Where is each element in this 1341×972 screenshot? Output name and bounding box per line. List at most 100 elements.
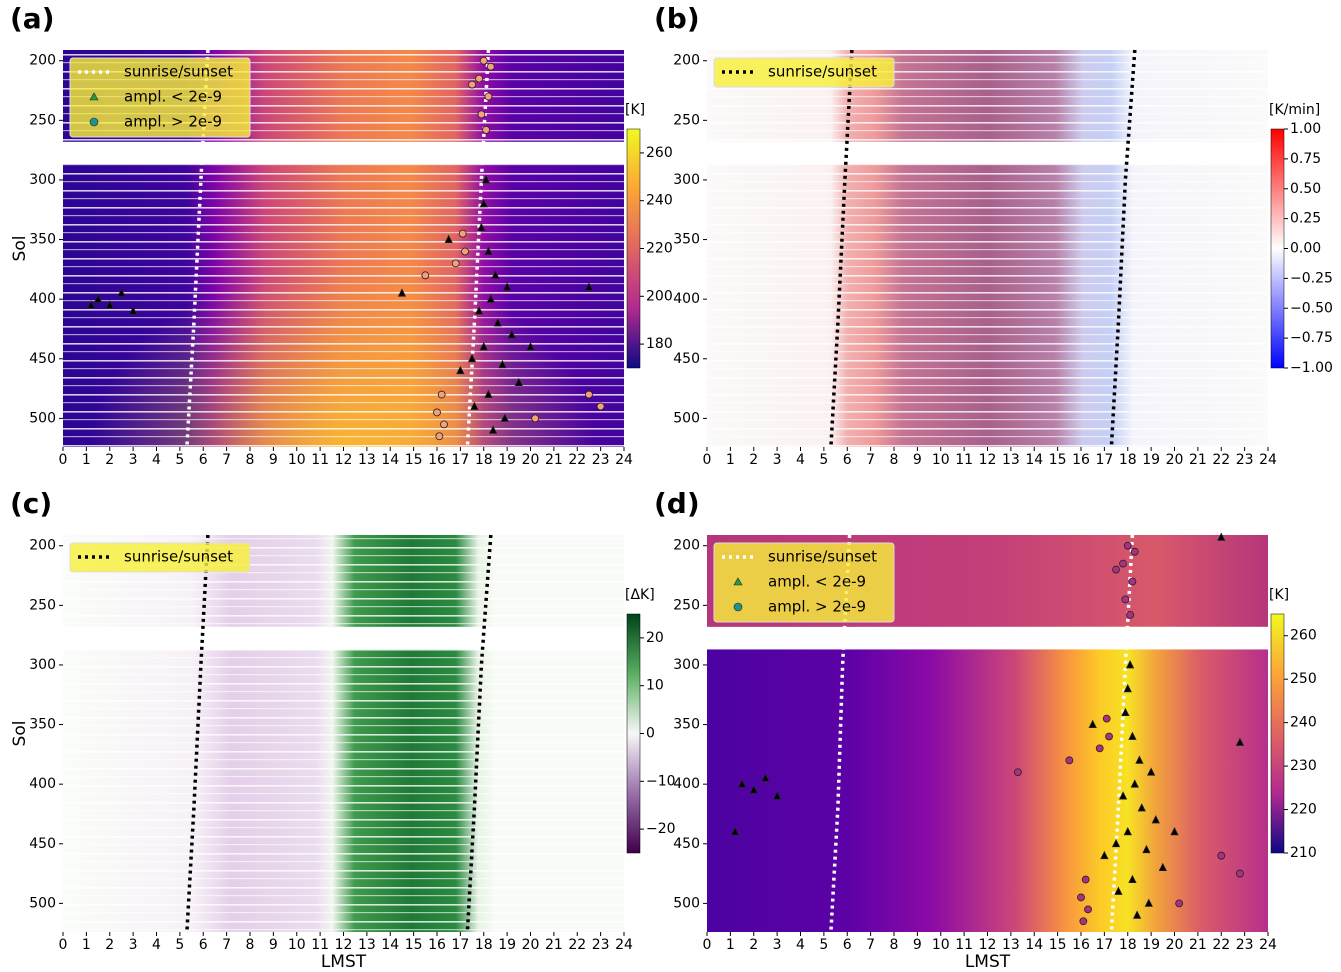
x-tick-label: 18 <box>1119 937 1137 953</box>
colorbar-tick-label: 240 <box>646 193 673 209</box>
x-tick-label: 22 <box>568 452 586 468</box>
y-tick-label: 400 <box>29 291 56 307</box>
circle-marker <box>1077 893 1085 902</box>
x-tick-label: 18 <box>475 452 493 468</box>
triangle-marker <box>772 791 782 800</box>
x-tick-label: 21 <box>545 937 563 953</box>
panel-label: (b) <box>654 2 700 35</box>
missing-sol-stripes <box>707 50 1268 447</box>
y-tick-label: 400 <box>673 291 700 307</box>
x-tick-label: 6 <box>199 937 208 953</box>
triangle-marker <box>1088 719 1097 728</box>
x-tick-label: 13 <box>1002 452 1020 468</box>
triangle-marker <box>1217 532 1226 541</box>
colorbar-tick-label: 0.50 <box>1290 181 1321 197</box>
legend-label: ampl. < 2e-9 <box>124 88 222 106</box>
x-tick-label: 4 <box>796 452 805 468</box>
x-tick-label: 1 <box>82 452 91 468</box>
triangle-marker <box>1135 755 1144 764</box>
colorbar-tick-label: 0.25 <box>1290 211 1321 227</box>
triangle-marker <box>477 222 486 232</box>
triangle-marker <box>584 282 594 291</box>
x-tick-label: 2 <box>749 452 758 468</box>
circle-marker <box>1128 577 1137 586</box>
x-tick-label: 12 <box>335 937 353 953</box>
triangle-marker <box>484 389 493 398</box>
colorbar-tick-label: 260 <box>646 145 673 161</box>
y-tick-label: 450 <box>29 351 56 367</box>
x-tick-label: 6 <box>843 937 852 953</box>
circle-marker <box>1102 714 1111 723</box>
triangle-marker <box>491 270 500 279</box>
x-tick-label: 7 <box>222 452 231 468</box>
colorbar-tick-label: −0.25 <box>1290 270 1333 286</box>
colorbar-tick-label: 220 <box>1290 802 1317 818</box>
legend-box <box>69 542 251 573</box>
triangle-marker <box>1137 803 1146 812</box>
x-tick-label: 13 <box>358 452 376 468</box>
x-tick-label: 8 <box>246 452 255 468</box>
x-tick-label: 16 <box>1072 937 1090 953</box>
x-tick-label: 5 <box>175 937 184 953</box>
colorbar-tick-label: 250 <box>1290 671 1317 687</box>
x-tick-label: 10 <box>288 937 306 953</box>
x-tick-label: 22 <box>1212 937 1230 953</box>
x-tick-label: 20 <box>1166 452 1184 468</box>
y-tick-label: 350 <box>29 717 56 733</box>
legend-circle <box>733 602 743 612</box>
panel-label: (a) <box>10 2 55 35</box>
y-axis-label: Sol <box>10 236 30 262</box>
x-tick-label: 0 <box>59 452 68 468</box>
triangle-marker <box>500 413 509 422</box>
x-tick-label: 1 <box>726 452 735 468</box>
x-tick-label: 3 <box>773 452 782 468</box>
x-tick-label: 18 <box>1119 452 1137 468</box>
x-tick-label: 20 <box>522 937 540 953</box>
x-tick-label: 9 <box>913 937 922 953</box>
x-tick-label: 16 <box>428 937 446 953</box>
x-tick-label: 16 <box>428 452 446 468</box>
triangle-marker <box>470 401 479 410</box>
x-tick-label: 10 <box>932 452 950 468</box>
colorbar-label: [K/min] <box>1269 102 1320 118</box>
triangle-marker <box>498 359 507 369</box>
x-tick-label: 12 <box>335 452 353 468</box>
x-tick-label: 12 <box>979 452 997 468</box>
y-tick-label: 400 <box>29 776 56 792</box>
triangle-marker <box>479 341 488 351</box>
triangle-marker <box>486 294 495 303</box>
x-tick-label: 2 <box>749 937 758 953</box>
missing-sols <box>707 141 1268 165</box>
circle-marker <box>1126 610 1134 619</box>
missing-sol-stripes <box>63 535 624 932</box>
legend-label: sunrise/sunset <box>124 63 233 81</box>
x-tick-label: 0 <box>703 937 712 953</box>
circle-marker <box>1065 756 1074 765</box>
circle-marker <box>1175 899 1184 908</box>
circle-marker <box>531 414 540 423</box>
x-tick-label: 5 <box>819 452 828 468</box>
y-tick-label: 500 <box>673 410 700 426</box>
x-tick-label: 19 <box>1142 937 1160 953</box>
x-tick-label: 7 <box>866 937 875 953</box>
colorbar-tick-label: 220 <box>646 241 673 257</box>
circle-marker <box>1081 875 1090 884</box>
circle-marker <box>482 125 490 134</box>
x-tick-label: 3 <box>129 452 138 468</box>
x-tick-label: 6 <box>843 452 852 468</box>
triangle-marker <box>737 779 747 788</box>
x-tick-label: 5 <box>175 452 184 468</box>
x-tick-label: 11 <box>311 452 329 468</box>
circle-marker <box>437 390 446 399</box>
missing-sols <box>63 626 624 650</box>
x-tick-label: 4 <box>152 937 161 953</box>
x-tick-label: 5 <box>819 937 828 953</box>
x-tick-label: 17 <box>1095 937 1113 953</box>
x-tick-label: 19 <box>498 452 516 468</box>
x-tick-label: 13 <box>358 937 376 953</box>
circle-marker <box>1217 851 1226 860</box>
circle-marker <box>458 229 467 238</box>
colorbar-tick-label: −20 <box>646 821 676 837</box>
x-tick-label: 24 <box>1259 937 1277 953</box>
legend-label: ampl. < 2e-9 <box>768 573 866 591</box>
